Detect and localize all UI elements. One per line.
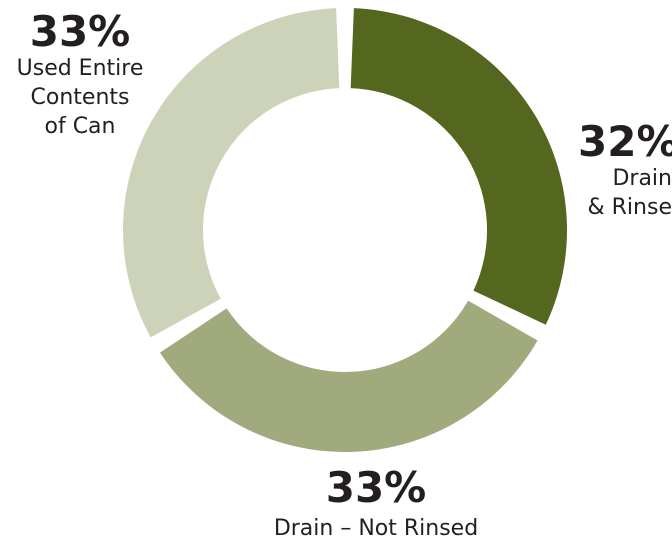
slice-percent: 32% [578,117,672,166]
donut-slice-drain-rinse [350,8,567,325]
donut-slice-used-entire-contents-of-can [123,8,340,338]
slice-description: Drain – Not Rinsed [273,516,479,542]
slice-percent: 33% [29,7,131,56]
slice-label-drain-and-rinse: 32% Drain & Rinse [578,117,672,222]
slice-label-drain-not-rinsed: 33% Drain – Not Rinsed [226,463,526,543]
slice-description: Used Entire Contents of Can [16,56,144,140]
slice-description: Drain & Rinse [587,166,672,221]
donut-slices [123,8,567,452]
slice-percent: 33% [325,463,427,512]
donut-slice-drain-not-rinsed [159,300,538,452]
slice-label-used-entire-contents: 33% Used Entire Contents of Can [0,7,160,141]
